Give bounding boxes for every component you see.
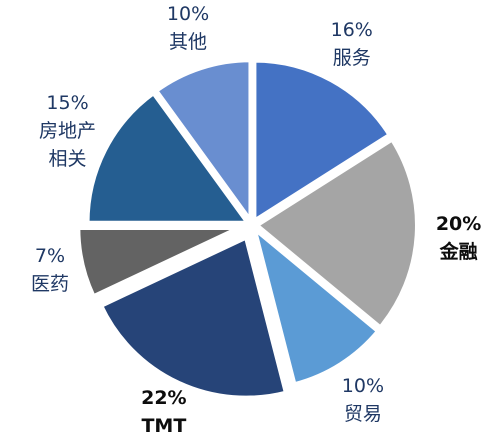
- value-label: 10%: [341, 374, 385, 397]
- pie-slice: [153, 58, 253, 227]
- pie-slice: [85, 90, 252, 225]
- category-label: TMT: [141, 415, 187, 438]
- value-label: 15%: [46, 92, 89, 115]
- pie-slice: [253, 136, 419, 331]
- slice-label: 22% TMT: [141, 384, 186, 440]
- category-label: 其他: [169, 31, 208, 54]
- pie-slice: [76, 226, 240, 299]
- category-label: 金融: [439, 240, 478, 263]
- slice-label: 10% 其他: [167, 0, 209, 56]
- category-label: 服务: [332, 46, 371, 69]
- slice-label: 20% 金融: [436, 210, 481, 266]
- pie-slice: [98, 234, 289, 400]
- value-label: 20%: [435, 212, 482, 235]
- slice-label: 16% 服务: [331, 16, 373, 72]
- category-label: 医药: [30, 273, 69, 296]
- category-label: 贸易: [343, 402, 382, 425]
- pie-slice: [252, 58, 393, 225]
- value-label: 22%: [141, 387, 187, 410]
- pie-slice: [251, 223, 381, 387]
- value-label: 10%: [166, 3, 210, 26]
- value-label: 7%: [34, 245, 66, 268]
- value-label: 16%: [330, 18, 373, 41]
- category-label: 房地产 相关: [39, 120, 97, 171]
- slice-label: 7% 医药: [31, 242, 69, 298]
- slice-label: 10% 贸易: [342, 372, 384, 428]
- slice-label: 15% 房地产 相关: [39, 89, 96, 173]
